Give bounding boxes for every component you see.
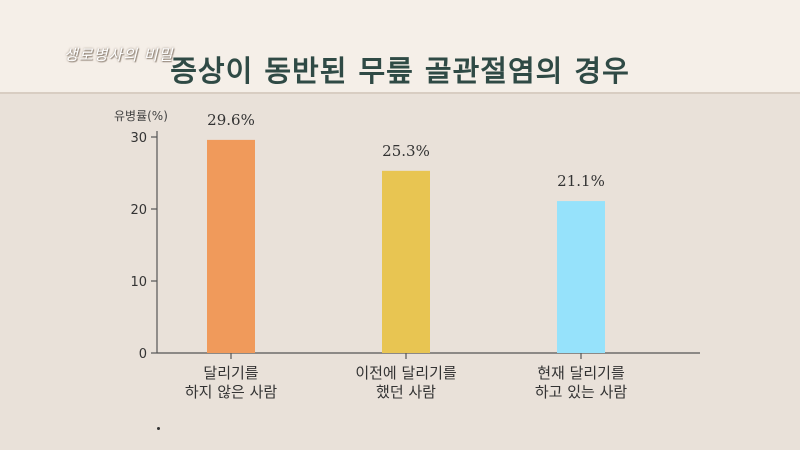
data-label-1: 29.6% <box>207 111 255 129</box>
y-axis-label: 유병률(%) <box>114 109 168 123</box>
y-tick-label-20: 20 <box>130 203 147 218</box>
bar-3 <box>557 201 605 353</box>
title-band <box>0 0 800 92</box>
category-label-3: 현재 달리기를 하고 있는 사람 <box>534 364 628 401</box>
category-label-1: 달리기를 하지 않은 사람 <box>184 364 278 401</box>
title-divider <box>0 92 800 94</box>
program-logo: 생로병사의 비밀 <box>64 46 174 64</box>
data-label-2: 25.3% <box>382 142 430 160</box>
category-label-2: 이전에 달리기를 했던 사람 <box>355 364 457 401</box>
bar-1 <box>207 139 255 353</box>
y-tick-label-10: 10 <box>130 275 147 290</box>
y-tick-label-0: 0 <box>139 347 147 362</box>
bar-2 <box>382 170 430 353</box>
y-tick-label-30: 30 <box>130 131 147 146</box>
page-title: 증상이 동반된 무릎 골관절염의 경우 <box>170 54 630 88</box>
stray-dot <box>157 427 160 430</box>
data-label-3: 21.1% <box>557 172 605 190</box>
